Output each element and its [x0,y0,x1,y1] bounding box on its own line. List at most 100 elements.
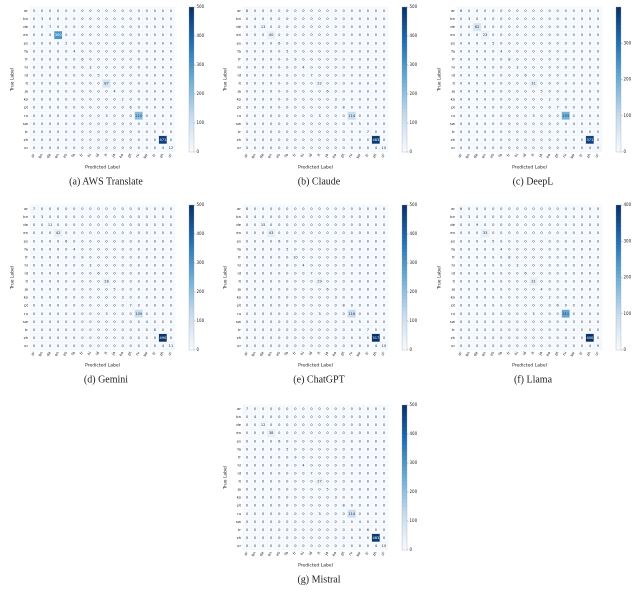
colorbar-segment [402,28,407,33]
cell-value: 0 [113,146,116,150]
cell-value: 0 [81,122,84,126]
y-axis-label: True Label [437,68,443,92]
y-tick-label: zh [24,137,29,142]
cell-value: 0 [294,17,297,21]
colorbar-segment [616,259,621,264]
cell-value: 0 [113,130,116,134]
cell-value: 0 [73,130,76,134]
colorbar-tick-label: 100 [197,120,205,125]
x-tick-label: fa [283,153,289,159]
colorbar-segment [189,205,194,209]
colorbar-segment [402,306,407,311]
colorbar-tick-label: 200 [197,289,205,294]
x-tick-label: pt [553,350,560,356]
cell-value: 0 [89,9,92,13]
cell-value: 0 [57,49,60,53]
y-tick-label: fa [24,246,28,251]
y-tick-label: fr [452,254,455,259]
cell-value: 0 [138,130,141,134]
cell-value: 0 [170,57,173,61]
cell-value: 0 [326,17,329,21]
cell-value: 0 [81,82,84,86]
y-tick-label: es [451,40,455,45]
cell-value: 0 [170,138,173,142]
cell-value: 0 [286,41,289,45]
cell-value: 0 [154,73,157,77]
x-tick-label: tr [364,350,370,356]
cell-value: 0 [375,17,378,21]
colorbar-tick-label: 400 [624,202,632,207]
cell-value: 0 [286,17,289,21]
cell-value: 3 [532,114,534,118]
cell-value: 0 [113,122,116,126]
y-tick-label: fr [25,254,28,259]
colorbar-segment [616,144,621,149]
y-tick-label: fr [238,254,241,259]
cell-value: 0 [113,17,116,21]
cell-value: 87 [104,82,109,86]
colorbar-segment [402,43,407,48]
cell-value: 0 [33,106,36,110]
cell-value: 0 [121,138,124,142]
cell-value: 0 [41,41,44,45]
colorbar-segment [402,328,407,333]
colorbar-segment [189,21,194,26]
colorbar-segment [616,237,621,242]
colorbar-tick-label: 0 [624,149,627,154]
cell-value: 0 [154,57,157,61]
colorbar-segment [189,68,194,73]
x-tick-label: hi [86,153,92,159]
colorbar-segment [189,90,194,95]
cell-value: 0 [351,9,354,13]
colorbar-segment [616,241,621,246]
cell-value: 0 [105,25,108,29]
y-tick-label: ja [451,89,455,94]
cell-value: 0 [138,122,141,126]
colorbar-segment [616,266,621,271]
cell-value: 0 [33,138,36,142]
cell-value: 0 [49,90,52,94]
colorbar-tick-label: 400 [197,231,205,236]
x-tick-label: bn [464,152,471,159]
cell-value: 3 [468,17,470,21]
cell-value: 0 [121,33,124,37]
colorbar-segment [189,144,194,149]
x-tick-label: en [266,152,273,159]
colorbar-segment [616,25,621,30]
cell-value: 0 [97,49,100,53]
cell-value: 0 [49,73,52,77]
colorbar-segment [402,277,407,282]
cell-value: 3 [89,263,91,267]
cell-value: 0 [310,17,313,21]
cell-value: 5 [492,41,494,45]
cell-value: 0 [154,138,157,142]
x-tick-label: ru [347,350,354,356]
cell-value: 0 [65,65,68,69]
y-tick-label: ar [237,8,241,13]
x-tick-label: de [45,152,52,159]
colorbar-segment [402,25,407,30]
cell-value: 0 [89,41,92,45]
colorbar-segment [402,123,407,127]
x-tick-label: ru [347,152,354,158]
colorbar-segment [189,115,194,120]
colorbar-segment [402,226,407,231]
x-tick-label: es [488,350,494,356]
cell-value: 0 [138,73,141,77]
y-tick-label: hi [452,262,455,267]
cell-value: 0 [41,90,44,94]
colorbar-segment [402,208,407,213]
colorbar-segment [616,273,621,278]
colorbar-segment [189,10,194,15]
colorbar-segment [402,83,407,88]
cell-value: 0 [367,17,370,21]
x-tick-label: it [316,152,322,157]
colorbar-segment [402,215,407,220]
cell-value: 0 [310,9,313,13]
cell-value: 3 [334,496,336,500]
colorbar-segment [402,137,407,142]
x-tick-label: hi [299,351,305,357]
colorbar-segment [402,266,407,271]
colorbar-segment [189,281,194,286]
x-tick-label: hi [513,153,519,159]
